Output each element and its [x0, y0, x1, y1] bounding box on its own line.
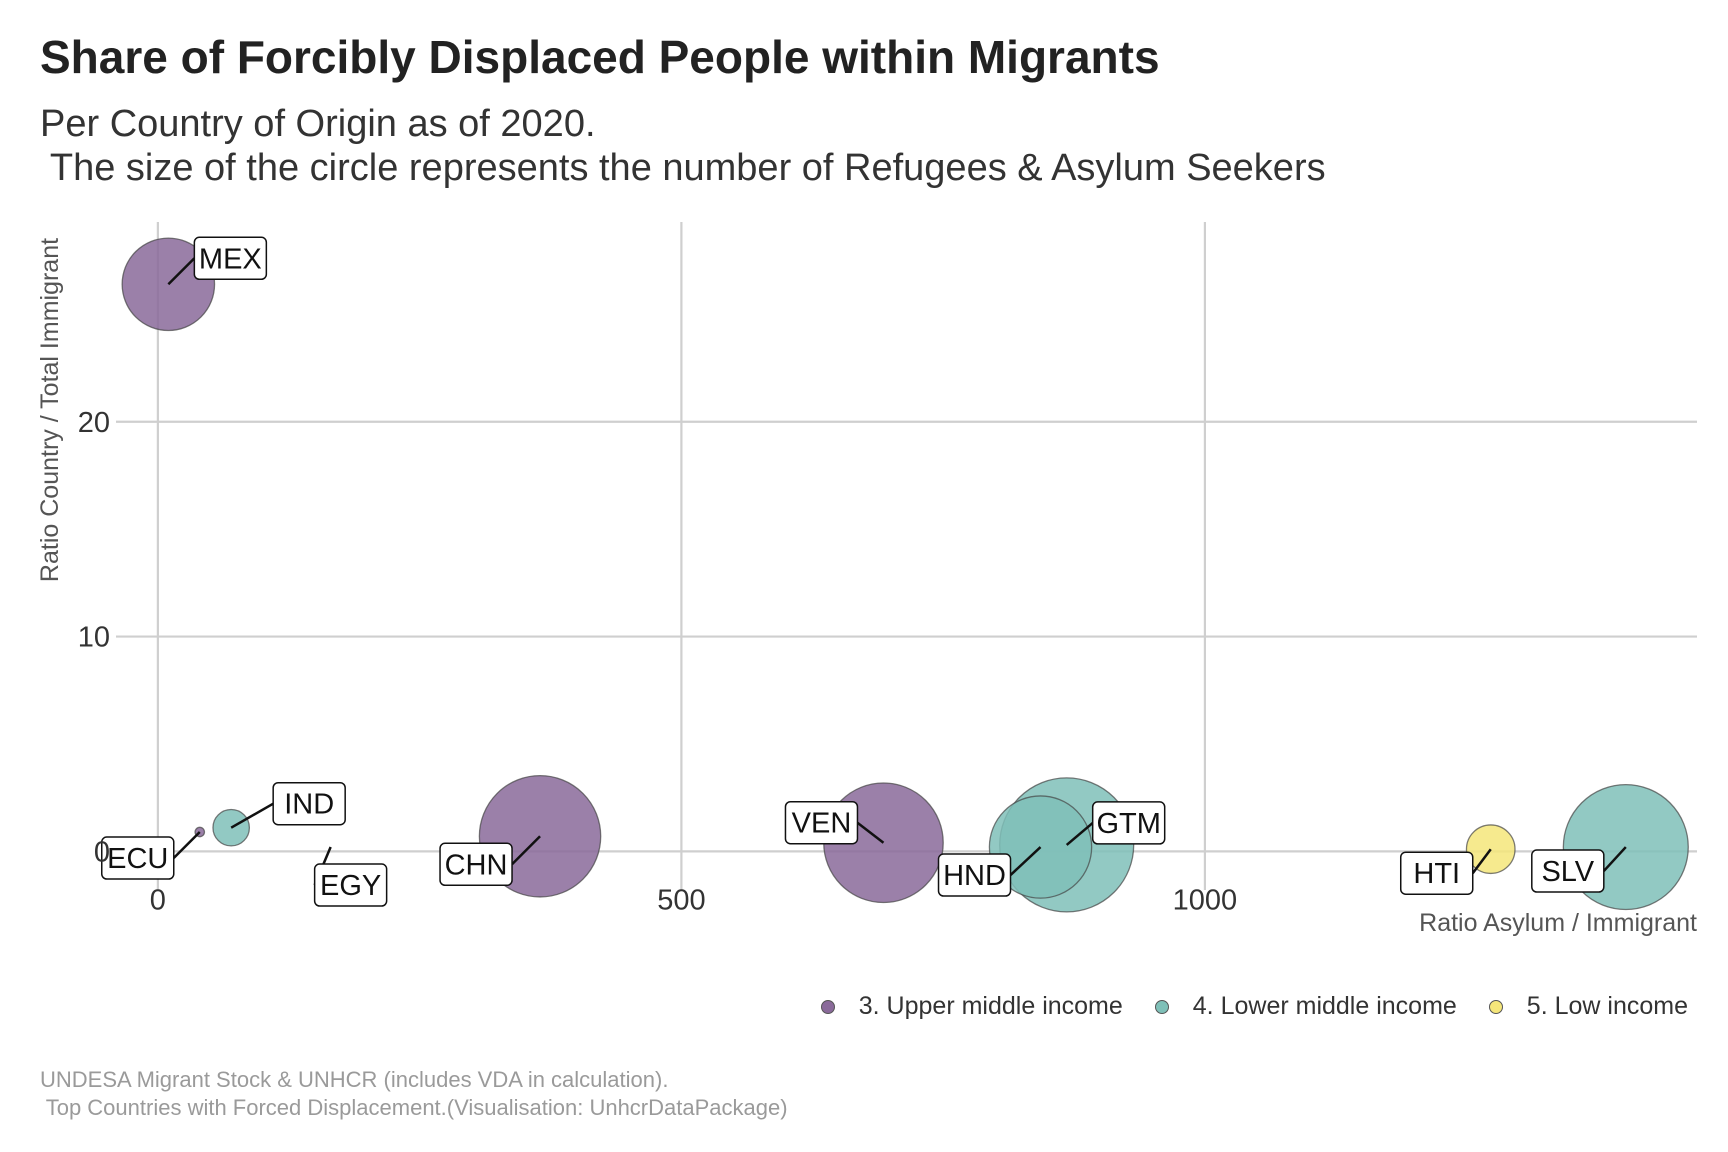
legend-label: 5. Low income	[1526, 992, 1688, 1020]
data-label: SLV	[1541, 856, 1594, 888]
legend-item-lower-middle: 4. Lower middle income	[1154, 992, 1457, 1021]
x-tick-label: 500	[657, 884, 705, 916]
data-label: IND	[284, 789, 334, 821]
legend-item-upper-middle: 3. Upper middle income	[820, 992, 1123, 1021]
y-tick-label: 20	[78, 407, 110, 439]
chart-title: Share of Forcibly Displaced People withi…	[40, 31, 1160, 83]
data-label: CHN	[445, 849, 508, 881]
x-tick-label: 0	[150, 884, 166, 916]
data-label: GTM	[1096, 808, 1160, 840]
label-box	[313, 863, 388, 907]
leader-line	[1065, 821, 1094, 846]
data-label: MEX	[199, 243, 262, 275]
leader-line	[167, 257, 196, 286]
data-label: ECU	[107, 843, 168, 875]
leader-line	[230, 802, 274, 829]
legend-label: 4. Lower middle income	[1192, 992, 1457, 1020]
legend: 3. Upper middle income 4. Lower middle i…	[789, 992, 1688, 1021]
legend-key-lower-middle	[1154, 999, 1169, 1014]
legend-label: 3. Upper middle income	[858, 992, 1123, 1020]
data-label: HND	[943, 860, 1006, 892]
label-box	[193, 236, 268, 281]
y-axis-title: Ratio Country / Total Immigrant	[36, 238, 64, 582]
data-label: VEN	[792, 808, 852, 840]
y-tick-label: 10	[78, 622, 110, 654]
bubble-chart: MEX ECU IND EGY CHN VEN GTM HND HTI SLV 0 500 1000 0…	[36, 222, 1697, 937]
legend-item-low: 5. Low income	[1488, 992, 1688, 1021]
label-box	[937, 853, 1012, 897]
leader-line	[1471, 848, 1492, 874]
label-box	[1091, 801, 1166, 845]
data-label: HTI	[1413, 858, 1460, 890]
label-box	[439, 842, 513, 887]
leader-line	[1602, 846, 1627, 872]
label-box	[1531, 849, 1605, 893]
leader-line	[856, 821, 885, 844]
x-tick-label: 1000	[1173, 884, 1238, 916]
label-box	[1399, 851, 1474, 895]
leader-line	[172, 831, 201, 859]
label-box	[784, 800, 859, 845]
leader-line	[1009, 846, 1042, 876]
label-box	[272, 781, 346, 826]
leader-line	[511, 835, 541, 866]
legend-key-upper-middle	[820, 999, 835, 1014]
y-tick-label: 0	[94, 836, 110, 868]
x-axis-title: Ratio Asylum / Immigrant	[1419, 909, 1697, 937]
label-box	[101, 836, 175, 880]
legend-key-low	[1488, 999, 1503, 1014]
caption: UNDESA Migrant Stock & UNHCR (includes V…	[40, 1067, 788, 1120]
chart-subtitle: Per Country of Origin as of 2020. The si…	[40, 103, 1326, 189]
data-label: EGY	[320, 870, 381, 902]
